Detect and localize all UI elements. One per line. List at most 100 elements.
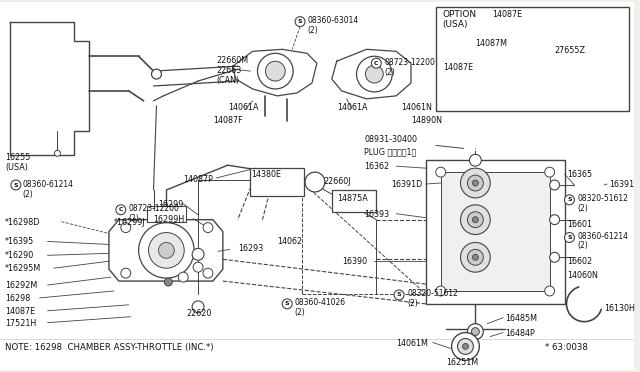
Text: * 63:0038: * 63:0038 bbox=[545, 343, 588, 352]
Circle shape bbox=[530, 46, 540, 56]
Text: 22660J: 22660J bbox=[324, 177, 351, 186]
Circle shape bbox=[282, 299, 292, 309]
Text: 08360-41026: 08360-41026 bbox=[294, 298, 345, 307]
Circle shape bbox=[467, 212, 483, 228]
Circle shape bbox=[305, 172, 325, 192]
Text: 14380E: 14380E bbox=[252, 170, 282, 179]
Text: *16299J: *16299J bbox=[114, 218, 145, 227]
Text: 16130H: 16130H bbox=[604, 304, 635, 313]
Circle shape bbox=[295, 17, 305, 26]
Circle shape bbox=[164, 278, 172, 286]
Circle shape bbox=[469, 154, 481, 166]
Text: 16393: 16393 bbox=[364, 210, 390, 219]
Circle shape bbox=[152, 69, 161, 79]
Circle shape bbox=[467, 324, 483, 340]
Text: 14061M: 14061M bbox=[396, 339, 428, 347]
Circle shape bbox=[54, 150, 60, 156]
Bar bbox=[441, 172, 550, 291]
Text: 16391: 16391 bbox=[609, 180, 634, 189]
Text: 16255: 16255 bbox=[5, 153, 30, 162]
Circle shape bbox=[461, 243, 490, 272]
Bar bbox=[147, 206, 186, 222]
Text: 16485M: 16485M bbox=[505, 314, 537, 323]
Circle shape bbox=[159, 243, 174, 258]
Circle shape bbox=[436, 286, 445, 296]
Circle shape bbox=[11, 180, 20, 190]
Circle shape bbox=[564, 195, 575, 205]
Text: 16601: 16601 bbox=[568, 220, 593, 229]
Text: 16362: 16362 bbox=[364, 162, 390, 171]
Circle shape bbox=[545, 167, 555, 177]
Text: 14890N: 14890N bbox=[411, 116, 442, 125]
Circle shape bbox=[472, 254, 478, 260]
Text: (2): (2) bbox=[577, 204, 588, 213]
Circle shape bbox=[394, 290, 404, 300]
Circle shape bbox=[203, 268, 213, 278]
Text: NOTE: 16298  CHAMBER ASSY-THROTTLE (INC.*): NOTE: 16298 CHAMBER ASSY-THROTTLE (INC.*… bbox=[5, 343, 214, 352]
Text: 22660M: 22660M bbox=[216, 56, 248, 65]
Text: 16299: 16299 bbox=[159, 200, 184, 209]
Text: S: S bbox=[567, 235, 572, 240]
Circle shape bbox=[193, 262, 203, 272]
Circle shape bbox=[148, 232, 184, 268]
Circle shape bbox=[472, 328, 479, 336]
Bar bbox=[436, 7, 629, 111]
Text: 27655Z: 27655Z bbox=[555, 46, 586, 55]
Text: C: C bbox=[374, 61, 379, 66]
Text: 08360-61214: 08360-61214 bbox=[23, 180, 74, 189]
Circle shape bbox=[371, 58, 381, 68]
Text: 14875A: 14875A bbox=[337, 194, 367, 203]
Text: 16391D: 16391D bbox=[391, 180, 422, 189]
Circle shape bbox=[472, 180, 478, 186]
Text: 08320-51612: 08320-51612 bbox=[577, 194, 628, 203]
Text: 08320-51612: 08320-51612 bbox=[407, 289, 458, 298]
Circle shape bbox=[550, 252, 559, 262]
Circle shape bbox=[121, 268, 131, 278]
Text: 16251M: 16251M bbox=[445, 358, 478, 367]
Text: 14087F: 14087F bbox=[213, 116, 243, 125]
Circle shape bbox=[192, 248, 204, 260]
Text: *16295M: *16295M bbox=[5, 264, 41, 273]
Circle shape bbox=[564, 232, 575, 243]
Text: 16390: 16390 bbox=[342, 257, 367, 266]
Text: 08723-12200: 08723-12200 bbox=[129, 204, 180, 213]
Text: *16290: *16290 bbox=[5, 251, 34, 260]
Text: OPTION: OPTION bbox=[443, 10, 477, 19]
Text: 14060N: 14060N bbox=[568, 271, 598, 280]
Text: S: S bbox=[567, 198, 572, 202]
Text: (USA): (USA) bbox=[5, 163, 28, 172]
Text: *16395: *16395 bbox=[5, 237, 34, 247]
Text: 14061A: 14061A bbox=[337, 103, 367, 112]
Circle shape bbox=[116, 205, 126, 215]
Text: 08360-61214: 08360-61214 bbox=[577, 231, 628, 241]
Circle shape bbox=[192, 301, 204, 313]
Circle shape bbox=[467, 249, 483, 265]
Text: (USA): (USA) bbox=[443, 20, 468, 29]
Text: (2): (2) bbox=[129, 214, 140, 223]
Text: 22663: 22663 bbox=[216, 66, 241, 75]
Text: 14087M: 14087M bbox=[476, 39, 508, 48]
Text: (2): (2) bbox=[407, 299, 418, 308]
Text: (2): (2) bbox=[23, 190, 33, 199]
Circle shape bbox=[203, 223, 213, 232]
Text: 14061N: 14061N bbox=[401, 103, 432, 112]
Circle shape bbox=[550, 215, 559, 225]
Text: (2): (2) bbox=[307, 26, 317, 35]
Circle shape bbox=[545, 286, 555, 296]
Text: 08931-30400: 08931-30400 bbox=[364, 135, 417, 144]
Text: (2): (2) bbox=[294, 308, 305, 317]
Text: 14061A: 14061A bbox=[228, 103, 259, 112]
Text: S: S bbox=[397, 292, 401, 298]
Circle shape bbox=[452, 333, 479, 360]
Text: (2): (2) bbox=[577, 241, 588, 250]
Circle shape bbox=[501, 57, 509, 65]
Text: 14087E: 14087E bbox=[443, 63, 473, 72]
Text: 17521H: 17521H bbox=[5, 319, 36, 328]
Text: 16292M: 16292M bbox=[5, 281, 37, 290]
Text: PLUG プラグ（1）: PLUG プラグ（1） bbox=[364, 147, 417, 156]
Bar bbox=[426, 160, 564, 304]
Text: S: S bbox=[13, 183, 18, 187]
Circle shape bbox=[452, 87, 460, 95]
Text: 14087E: 14087E bbox=[5, 307, 35, 316]
Circle shape bbox=[436, 167, 445, 177]
